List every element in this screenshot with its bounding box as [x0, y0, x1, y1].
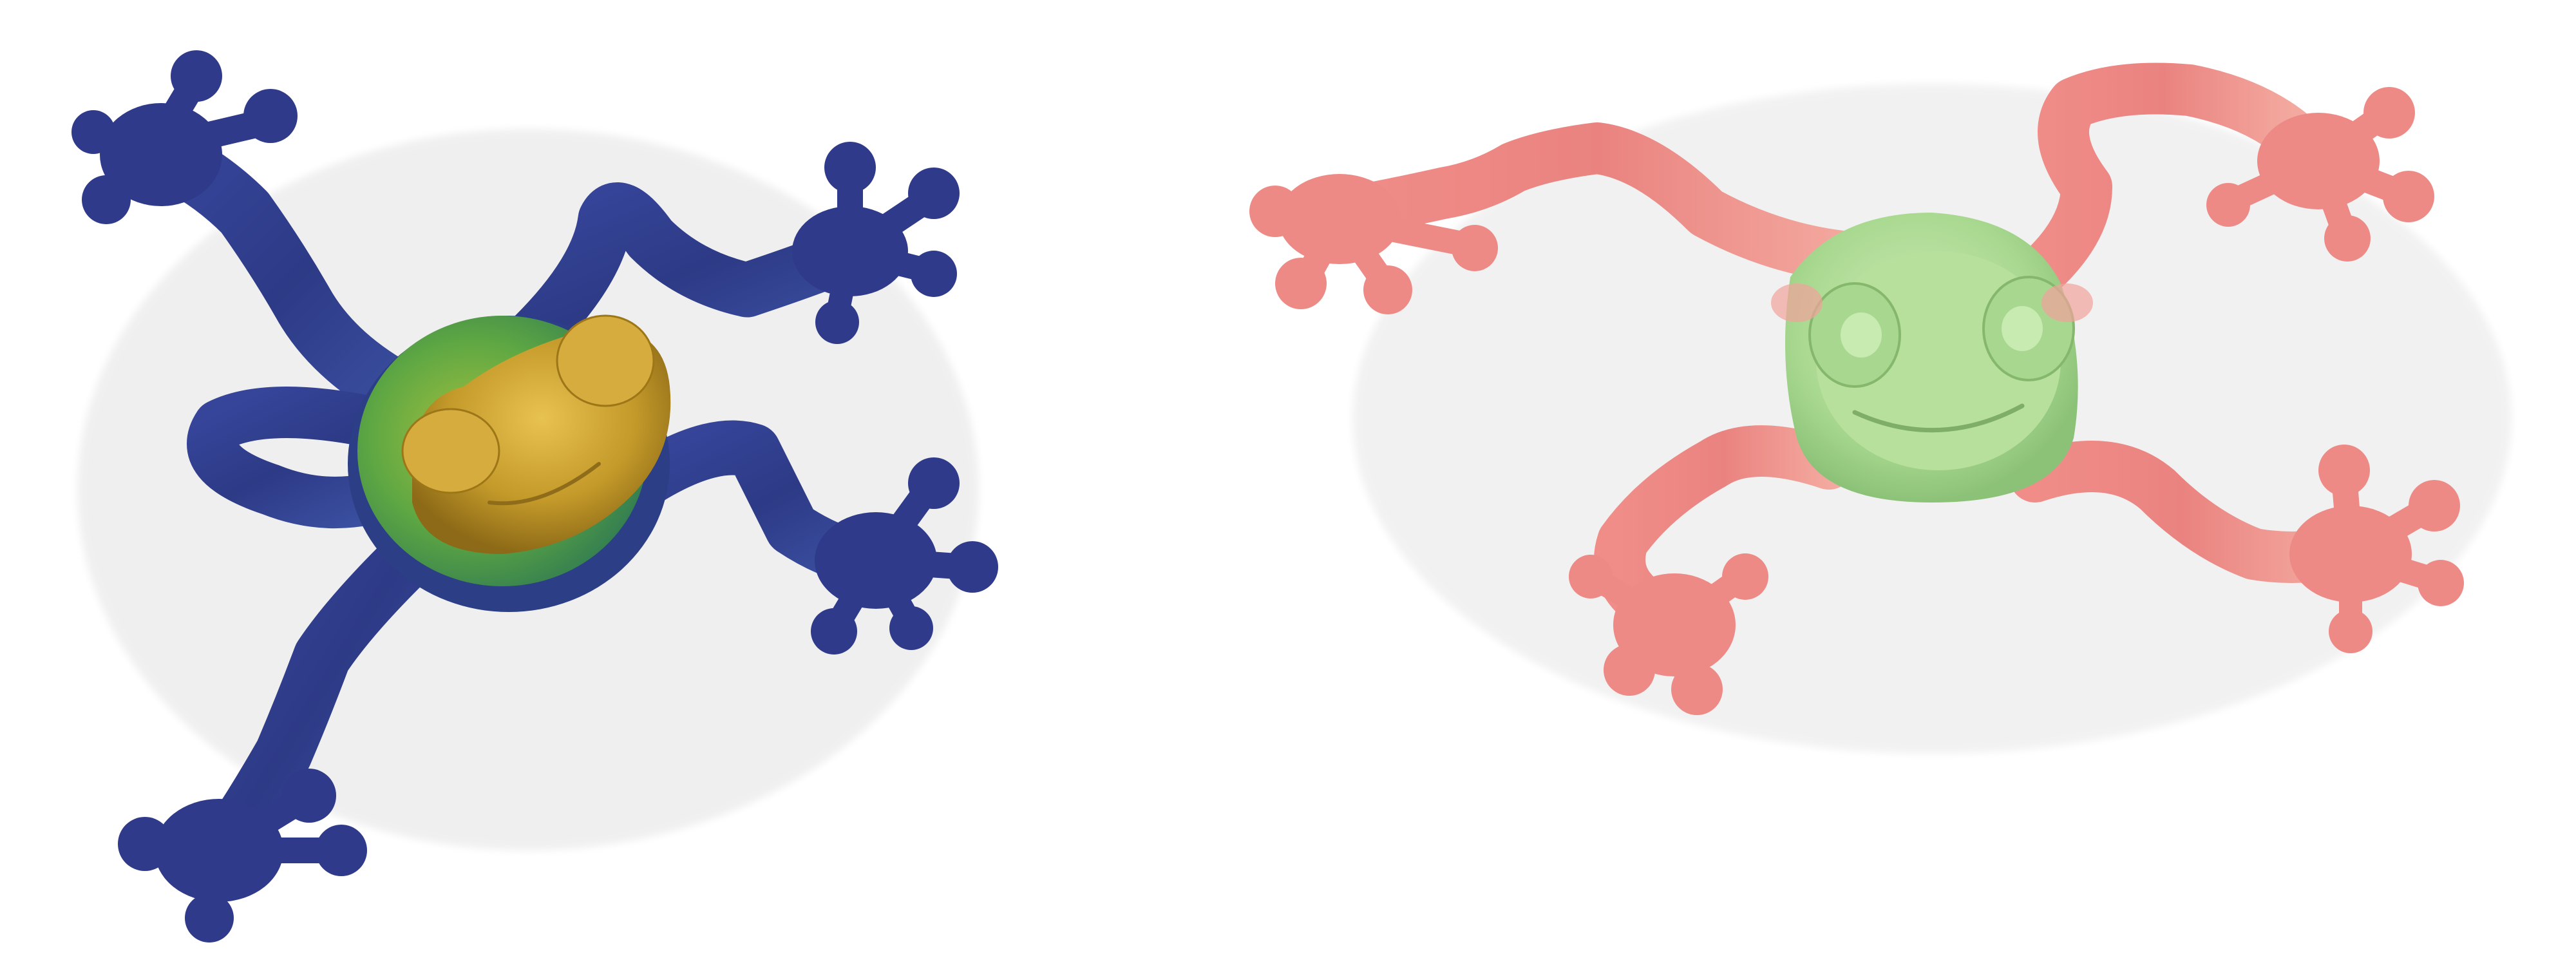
pink-frog-leg-upper-right: [2009, 62, 2434, 303]
blue-frog-leg-upper-right: [507, 142, 960, 363]
blue-frog-body: [348, 314, 671, 612]
pink-frog-leg-lower-right: [2009, 441, 2464, 653]
blue-frog-leg-lower-left: [118, 538, 428, 943]
pink-frog: [1249, 62, 2512, 754]
pink-frog-body: [1771, 213, 2093, 503]
blue-frog-leg-lower-right: [623, 420, 998, 655]
pink-frog-leg-upper-left: [1249, 122, 1880, 314]
blue-frog-side-limb: [187, 387, 425, 528]
pink-frog-leg-lower-left: [1569, 425, 1855, 715]
blue-frog: [71, 50, 998, 943]
blue-frog-leg-upper-left: [71, 50, 443, 430]
